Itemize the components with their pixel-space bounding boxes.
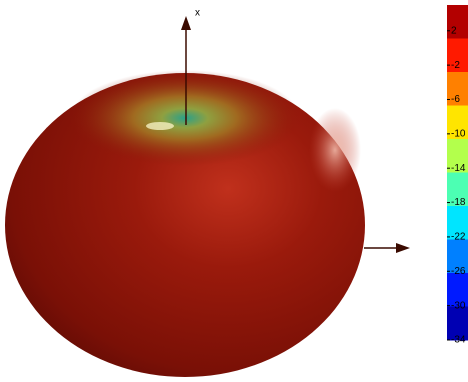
radiation-pattern	[5, 70, 365, 377]
colorbar-tick-label: -26	[451, 266, 466, 277]
colorbar-tick-label: -18	[451, 197, 466, 208]
pattern-top	[70, 70, 300, 166]
colorbar-band	[447, 139, 468, 173]
colorbar-tick-label: 2	[451, 25, 457, 36]
colorbar-tick-label: -14	[451, 163, 466, 174]
axis-label: x	[195, 8, 200, 19]
colorbar-tick-label: -10	[451, 128, 466, 139]
colorbar-band	[447, 306, 468, 341]
colorbar-tick-label: -30	[451, 300, 466, 311]
pattern-surface	[5, 73, 365, 377]
arrow-head	[396, 243, 410, 253]
colorbar-band	[447, 105, 468, 140]
colorbar-tick-label: -2	[451, 60, 460, 71]
colorbar-band	[447, 273, 468, 307]
colorbar: 2 -2 -6 -10 -14 -18 -22 -26 -30 -34	[447, 5, 468, 346]
colorbar-band	[447, 38, 468, 73]
colorbar-tick-label: -22	[451, 232, 466, 243]
colorbar-band	[447, 239, 468, 274]
colorbar-band	[447, 72, 468, 106]
colorbar-band	[447, 206, 468, 240]
axes: x	[181, 8, 410, 253]
colorbar-band	[447, 172, 468, 207]
colorbar-band	[447, 5, 468, 39]
colorbar-tick-label: -34	[451, 335, 466, 346]
colorbar-tick-label: -6	[451, 94, 460, 105]
highlight	[146, 122, 174, 130]
highlight	[309, 108, 361, 192]
arrow-head	[181, 16, 191, 30]
